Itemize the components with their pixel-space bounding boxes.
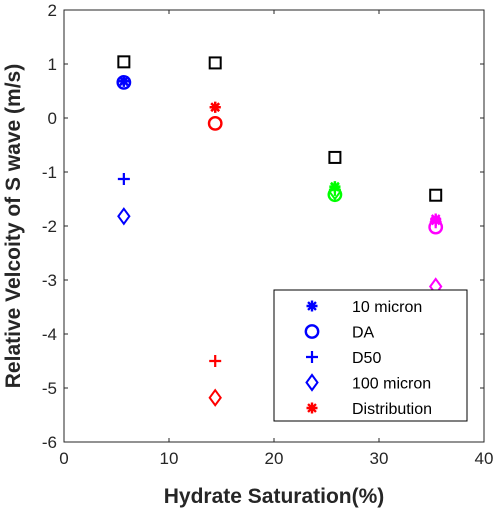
point-10-micron [118,75,130,87]
legend-marker-d50 [306,351,318,363]
y-tick-label: -3 [42,271,57,290]
legend-label-10-micron: 10 micron [352,299,422,316]
legend: 10 micron DA D50 100 micron Distribution [273,289,468,422]
y-tick-label: 0 [48,109,57,128]
point-da [207,116,223,131]
axis-ticks [63,9,485,443]
point-d50 [209,355,222,367]
x-tick-label: 40 [475,449,494,468]
legend-box [273,289,468,422]
y-tick-label: -6 [42,433,57,452]
legend-label-distribution: Distribution [352,401,432,418]
y-tick-label: 1 [48,55,57,74]
legend-label-100-micron: 100 micron [352,376,431,393]
legend-marker-100-micron [305,373,319,392]
legend-marker-10-micron [306,300,318,312]
legend-label-da: DA [352,325,375,342]
y-axis-label: Relative Velcoity of S wave (m/s) [2,64,25,388]
y-tick-label: -4 [42,325,57,344]
x-axis-label: Hydrate Saturation(%) [164,485,385,508]
y-tick-label: -2 [42,217,57,236]
data-points [116,55,444,407]
point-d50 [117,173,130,186]
point-unlabeled [429,188,443,202]
x-tick-label: 20 [265,449,284,468]
point-100-micron [117,207,131,226]
y-tick-label: -5 [42,379,57,398]
point-unlabeled [328,150,342,164]
legend-marker-distribution [306,402,318,414]
point-d50 [429,216,442,229]
y-tick-label: -1 [42,163,57,182]
legend-label-d50: D50 [352,350,381,367]
point-100-micron [328,182,342,201]
y-tick-label: 2 [48,1,57,20]
x-tick-label: 0 [59,449,68,468]
point-unlabeled [117,55,131,69]
x-tick-label: 30 [370,449,389,468]
legend-marker-da [304,324,320,339]
point-unlabeled [208,56,222,70]
x-tick-label: 10 [160,449,179,468]
point-10-micron [209,101,221,113]
point-100-micron [208,388,222,407]
